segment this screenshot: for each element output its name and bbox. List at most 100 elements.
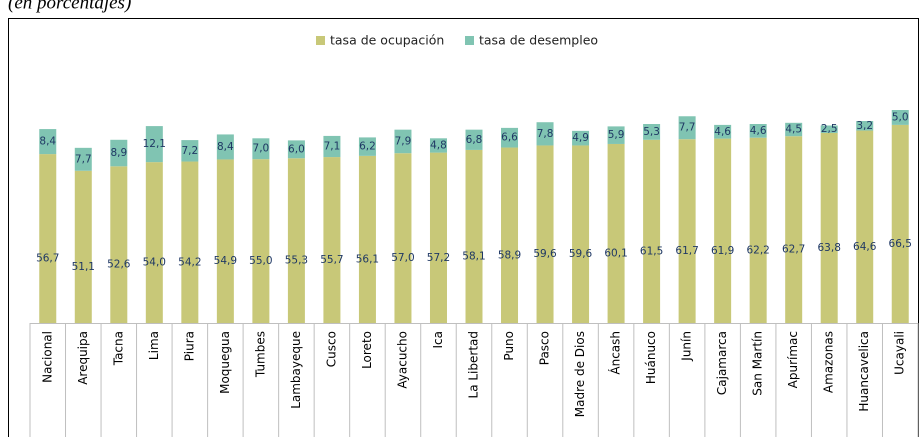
- bar-segment: [252, 159, 270, 323]
- bar-segment: [181, 161, 199, 323]
- value-label: 12,1: [143, 138, 166, 150]
- value-label: 57,2: [427, 252, 450, 264]
- x-tick-label: Cusco: [324, 331, 338, 367]
- bar-segment: [891, 110, 909, 125]
- x-tick-label: Madre de Dios: [573, 331, 587, 417]
- bar-segment: [465, 149, 483, 323]
- bar-segment: [856, 130, 874, 323]
- value-label: 56,1: [356, 253, 379, 265]
- value-label: 61,7: [675, 245, 698, 257]
- value-label: 54,2: [178, 256, 201, 268]
- value-label: 7,0: [253, 143, 270, 155]
- value-label: 62,2: [746, 244, 769, 256]
- x-tick-label: San Martín: [751, 331, 765, 396]
- value-label: 5,9: [608, 129, 625, 141]
- frame: [8, 18, 919, 437]
- value-label: 58,1: [462, 250, 485, 262]
- value-label: 55,0: [249, 255, 272, 267]
- subtitle: (en porcentajes): [8, 0, 131, 13]
- value-label: 3,2: [856, 120, 873, 132]
- value-label: 55,7: [320, 254, 343, 266]
- value-label: 62,7: [782, 244, 805, 256]
- value-label: 8,4: [217, 141, 234, 153]
- value-label: 59,6: [569, 248, 593, 260]
- bar-segment: [465, 129, 483, 150]
- value-label: 6,6: [501, 132, 518, 144]
- value-label: 8,9: [110, 147, 127, 159]
- bar-segment: [145, 126, 163, 163]
- x-tick-label: Cajamarca: [715, 331, 729, 395]
- bar-segment: [323, 157, 341, 323]
- value-label: 4,9: [572, 132, 589, 144]
- value-label: 52,6: [107, 259, 131, 271]
- value-label: 7,7: [75, 153, 92, 165]
- x-tick-label: Junín: [680, 331, 694, 362]
- legend-swatch: [465, 36, 474, 45]
- x-tick-label: Huánuco: [644, 331, 658, 384]
- value-label: 7,9: [395, 135, 412, 147]
- x-tick-label: Ayacucho: [395, 331, 409, 389]
- value-label: 7,7: [679, 122, 696, 134]
- bar-segment: [749, 137, 767, 323]
- value-label: 5,0: [892, 111, 909, 123]
- bar-segment: [74, 170, 92, 323]
- bar-segment: [216, 134, 234, 160]
- value-label: 54,0: [143, 257, 166, 269]
- value-label: 51,1: [72, 261, 95, 273]
- bar-segment: [394, 153, 412, 323]
- bar-segment: [678, 139, 696, 323]
- bar-segment: [145, 162, 163, 323]
- bar-segment: [429, 152, 447, 323]
- value-label: 5,3: [643, 126, 660, 138]
- bar-segment: [287, 158, 305, 323]
- value-label: 4,6: [750, 125, 767, 137]
- x-tick-label: Tumbes: [253, 331, 267, 378]
- bar-segment: [358, 155, 376, 323]
- bar-segment: [429, 138, 447, 153]
- value-label: 7,8: [537, 128, 554, 140]
- x-tick-label: Lima: [147, 331, 161, 360]
- bar-segment: [607, 126, 625, 144]
- bar-segment: [536, 145, 554, 323]
- bar-segment: [110, 139, 128, 167]
- x-tick-label: Áncash: [608, 331, 623, 375]
- bar-segment: [714, 138, 732, 323]
- bar-segment: [785, 136, 803, 323]
- x-tick-label: Moquegua: [218, 331, 232, 394]
- bar-segment: [572, 145, 590, 323]
- x-tick-label: Ucayali: [893, 331, 907, 375]
- value-label: 2,5: [821, 123, 838, 135]
- bar-segment: [252, 138, 270, 160]
- x-tick-label: Arequipa: [76, 331, 90, 385]
- x-tick-label: Apurímac: [786, 331, 800, 388]
- value-label: 66,5: [889, 238, 912, 250]
- bar-segment: [110, 166, 128, 323]
- x-tick-label: Nacional: [40, 331, 54, 383]
- value-label: 60,1: [604, 247, 627, 259]
- value-label: 56,7: [36, 253, 59, 265]
- x-tick-label: Piura: [182, 331, 196, 361]
- bar-segment: [856, 121, 874, 131]
- bar-segment: [358, 137, 376, 156]
- bar-segment: [785, 122, 803, 137]
- value-label: 63,8: [818, 242, 841, 254]
- x-tick-label: Loreto: [360, 331, 374, 369]
- value-label: 8,4: [39, 136, 56, 148]
- value-label: 57,0: [391, 252, 414, 264]
- value-label: 4,8: [430, 139, 447, 151]
- value-label: 4,5: [785, 124, 802, 136]
- bar-segment: [749, 124, 767, 138]
- value-label: 58,9: [498, 249, 521, 261]
- bar-segment: [501, 127, 519, 148]
- value-label: 55,3: [285, 255, 308, 267]
- legend-label: tasa de ocupación: [330, 33, 444, 48]
- bar-segment: [181, 140, 199, 162]
- bar-segment: [323, 135, 341, 158]
- bar-segment: [287, 140, 305, 159]
- bar-segment: [216, 159, 234, 323]
- bar-segment: [643, 139, 661, 323]
- bar-segment: [536, 122, 554, 146]
- x-tick-label: Amazonas: [822, 331, 836, 393]
- bar-segment: [572, 130, 590, 146]
- value-label: 6,2: [359, 141, 376, 153]
